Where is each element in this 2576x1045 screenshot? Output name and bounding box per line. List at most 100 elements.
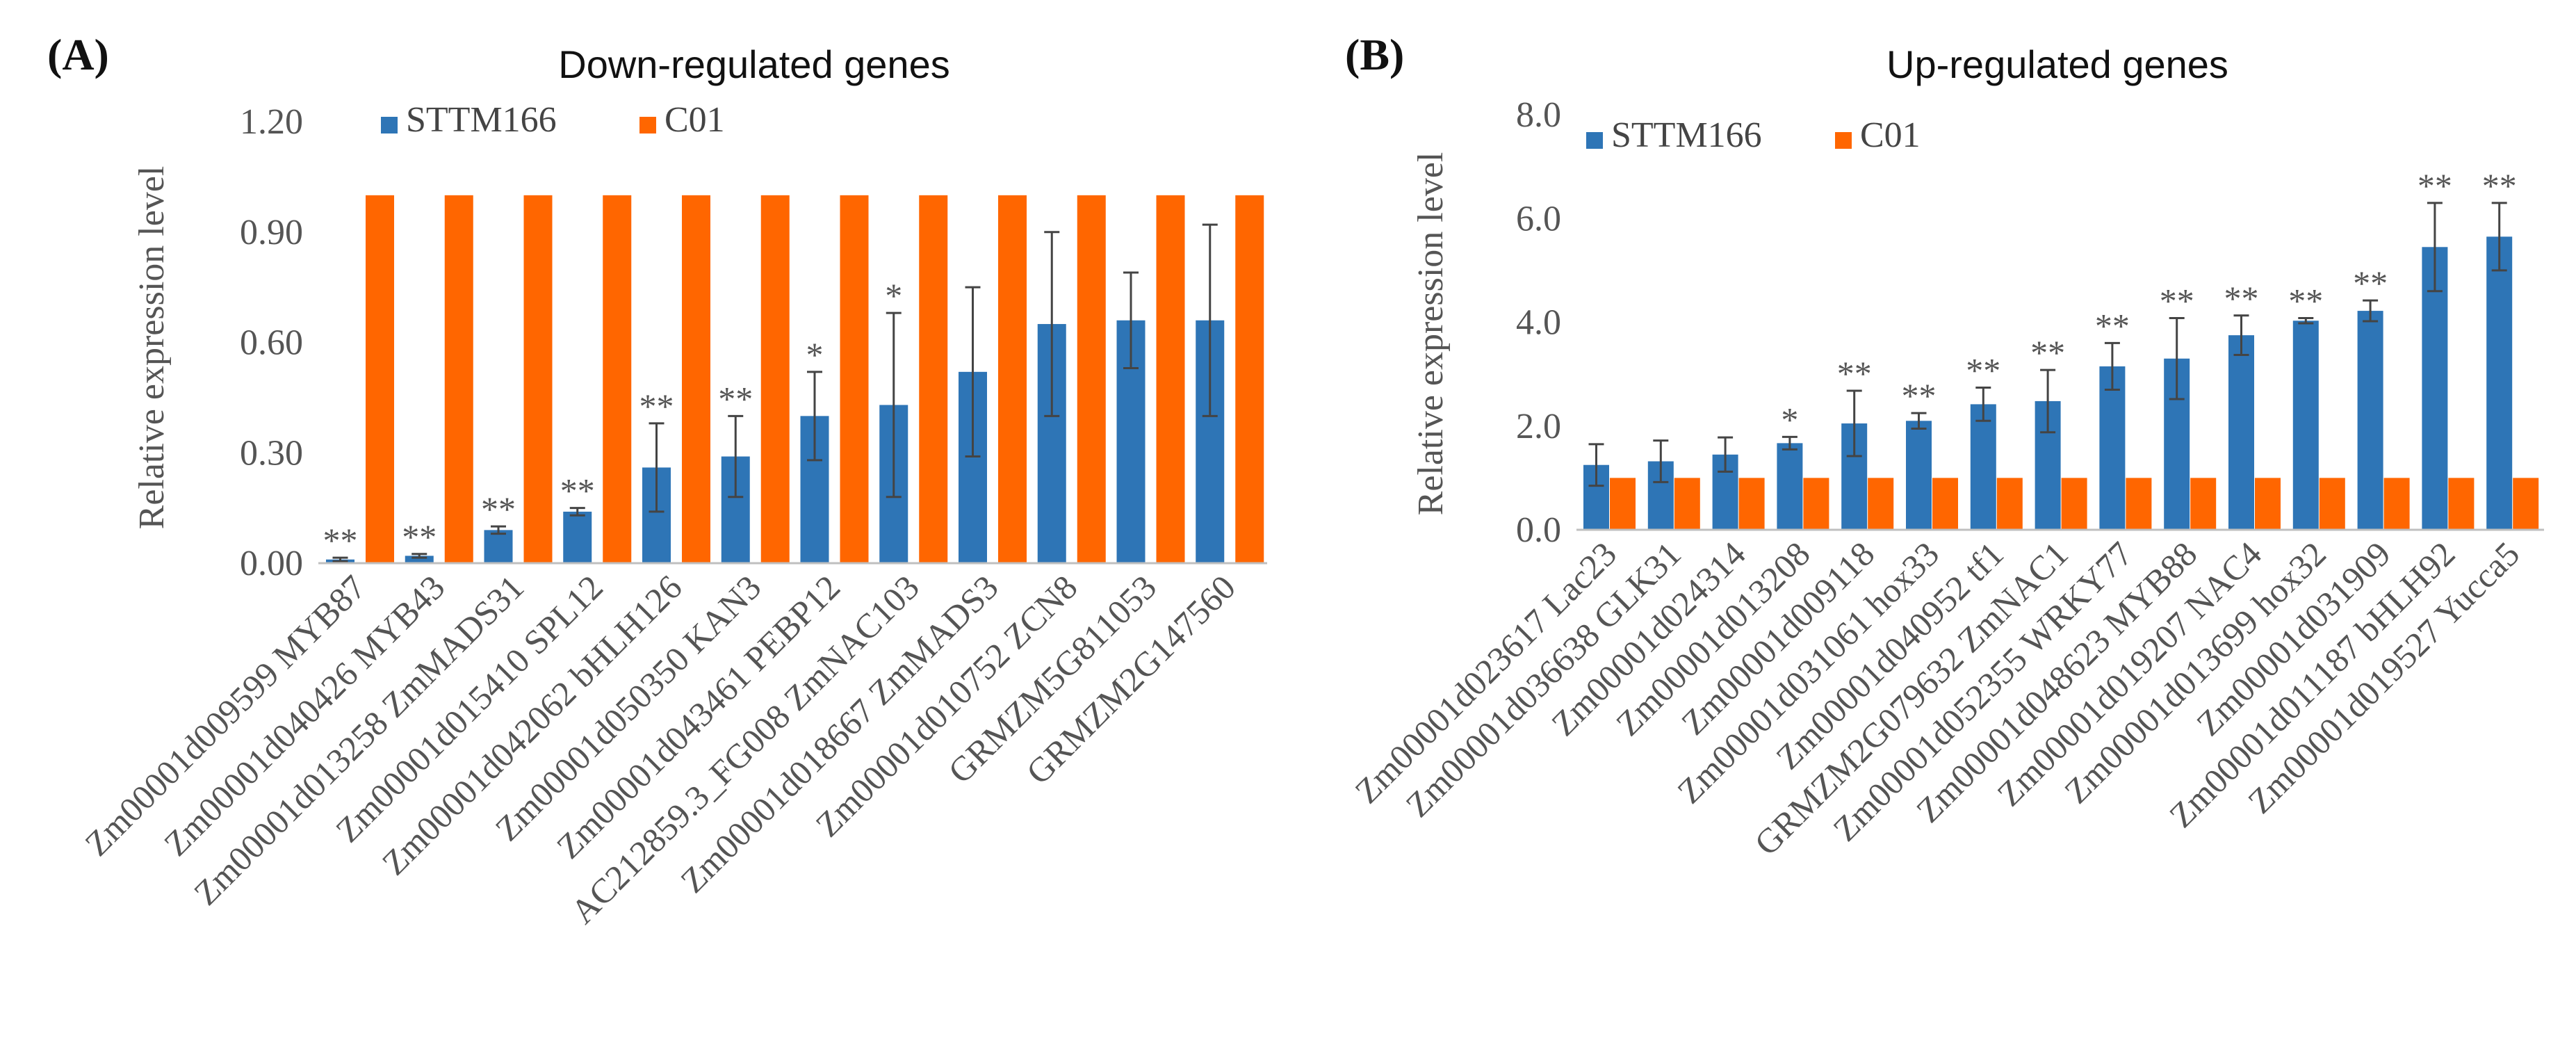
bar-sttm166-b	[2422, 247, 2448, 530]
bar-sttm166-b	[2228, 335, 2254, 530]
error-bar-b	[1975, 387, 1991, 422]
y-tick-label-b: 6.0	[1516, 199, 1561, 238]
bar-c01-a	[840, 195, 869, 563]
bar-sttm166-a	[405, 556, 434, 563]
error-bar-a	[411, 553, 427, 559]
legend-a: STTM166 C01	[381, 100, 725, 140]
error-bar-b	[1588, 443, 1604, 487]
bar-c01-b	[2255, 478, 2281, 530]
bar-c01-b	[2513, 478, 2539, 530]
significance-marker-a: **	[718, 379, 753, 418]
y-tick-label-a: 1.20	[240, 102, 303, 142]
legend-label-c01: C01	[665, 100, 725, 140]
bar-c01-b	[1738, 478, 1765, 530]
bar-c01-b	[1932, 478, 1958, 530]
error-bar-b	[2233, 314, 2249, 357]
y-tick-label-b: 4.0	[1516, 303, 1561, 343]
bar-c01-a	[1077, 195, 1106, 563]
y-tick-label-b: 0.0	[1516, 510, 1561, 550]
y-tick-label-a: 0.60	[240, 323, 303, 363]
bar-c01-b	[2448, 478, 2475, 530]
significance-marker-b: *	[1781, 400, 1798, 439]
error-bar-b	[1911, 412, 1927, 430]
error-bar-b	[2298, 317, 2314, 325]
significance-marker-b: **	[2288, 282, 2323, 321]
bar-c01-a	[1235, 195, 1264, 563]
panel-label-b: (B)	[1345, 30, 1404, 79]
error-bar-a	[1044, 231, 1060, 417]
error-bar-b	[1846, 389, 1862, 457]
legend-swatch-sttm166	[381, 117, 398, 133]
significance-marker-b: **	[1902, 376, 1937, 415]
bar-c01-b	[1996, 478, 2023, 530]
significance-marker-b: **	[1966, 351, 2000, 390]
error-bar-a	[649, 422, 665, 513]
significance-marker-a: *	[806, 335, 824, 374]
error-bar-a	[807, 371, 822, 462]
y-tick-label-a: 0.00	[240, 544, 303, 583]
y-tick-label-a: 0.30	[240, 433, 303, 473]
legend-swatch-sttm166	[1586, 132, 1603, 149]
bar-sttm166-a	[484, 530, 513, 563]
significance-marker-a: **	[402, 517, 437, 556]
bar-c01-a	[919, 195, 948, 563]
bar-c01-b	[2126, 478, 2152, 530]
error-bar-b	[2040, 368, 2056, 434]
error-bar-b	[1718, 436, 1734, 473]
chart-title-a: Down-regulated genes	[558, 42, 949, 86]
error-bar-b	[2491, 202, 2507, 272]
error-bar-b	[2104, 341, 2120, 391]
significance-marker-b: **	[2030, 333, 2065, 372]
bar-sttm166-b	[1970, 404, 1996, 530]
y-tick-label-b: 8.0	[1516, 95, 1561, 135]
bar-c01-b	[2061, 478, 2087, 530]
error-bar-b	[2427, 202, 2443, 293]
legend-b: STTM166 C01	[1586, 115, 1921, 155]
significance-marker-a: **	[560, 471, 595, 510]
bar-c01-a	[1156, 195, 1185, 563]
error-bar-a	[965, 286, 981, 458]
error-bar-a	[728, 414, 744, 499]
error-bar-b	[2363, 299, 2379, 323]
bar-sttm166-b	[1777, 443, 1803, 530]
legend-label-sttm166: STTM166	[1611, 115, 1762, 155]
chart-title-b: Up-regulated genes	[1886, 42, 2228, 86]
bar-c01-a	[760, 195, 790, 563]
bar-c01-a	[366, 195, 394, 563]
error-bar-a	[1123, 271, 1139, 370]
bar-c01-b	[1610, 478, 1636, 530]
significance-marker-a: *	[885, 276, 902, 315]
error-bar-a	[332, 556, 348, 562]
significance-marker-a: **	[323, 521, 358, 560]
significance-marker-b: **	[1837, 354, 1872, 393]
significance-marker-b: **	[2418, 166, 2452, 205]
legend-swatch-c01	[639, 117, 656, 133]
bar-c01-b	[2319, 478, 2345, 530]
significance-marker-a: **	[481, 489, 516, 528]
bar-c01-b	[2190, 478, 2217, 530]
bar-c01-a	[444, 195, 473, 563]
bar-c01-b	[2383, 478, 2410, 530]
panel-label-a: (A)	[47, 30, 109, 79]
legend-label-sttm166: STTM166	[406, 100, 557, 140]
significance-marker-b: **	[2160, 282, 2194, 321]
bar-c01-a	[603, 195, 632, 563]
bar-sttm166-b	[1906, 421, 1932, 530]
y-tick-label-b: 2.0	[1516, 407, 1561, 446]
error-bar-a	[569, 507, 585, 517]
legend-label-c01: C01	[1860, 115, 1921, 155]
significance-marker-b: **	[2095, 306, 2130, 345]
significance-marker-b: **	[2482, 166, 2517, 205]
error-bar-a	[491, 525, 506, 535]
significance-marker-b: **	[2353, 264, 2388, 302]
y-axis-label-b: Relative expression level	[1411, 152, 1451, 516]
y-tick-label-a: 0.90	[240, 213, 303, 252]
error-bar-b	[1782, 435, 1798, 451]
bar-c01-a	[682, 195, 710, 563]
bar-sttm166-b	[2292, 321, 2319, 530]
bar-c01-a	[998, 195, 1027, 563]
x-tick-label-b: Zm00001d023617 Lac23	[1347, 534, 1624, 811]
bar-sttm166-a	[563, 511, 592, 563]
